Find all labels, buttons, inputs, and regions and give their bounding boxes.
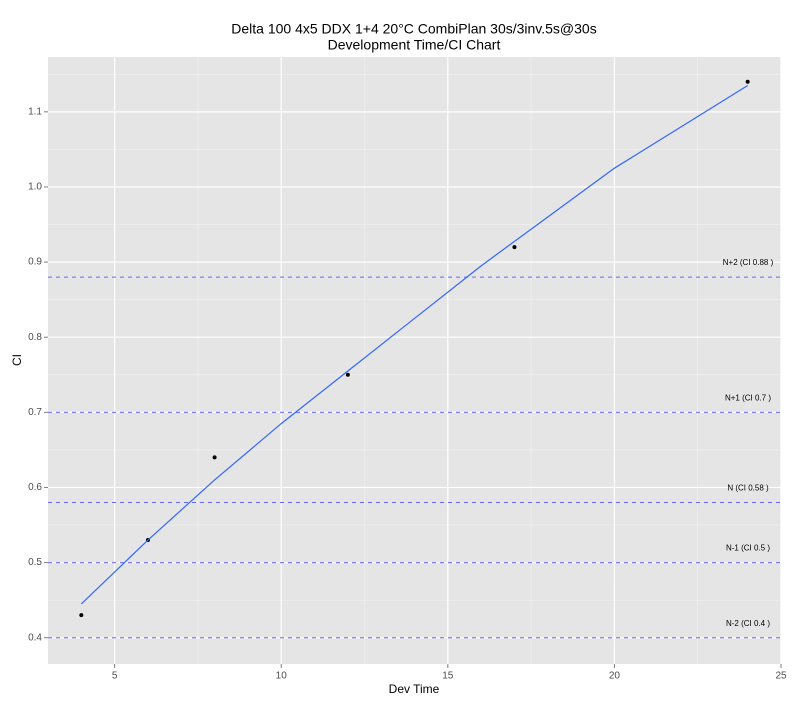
- x-tick-label: 15: [442, 671, 454, 682]
- reference-label: N-1 (CI 0.5 ): [726, 544, 770, 553]
- x-tick-label: 5: [112, 671, 118, 682]
- point: [212, 455, 217, 460]
- point: [745, 79, 750, 84]
- y-axis-label: CI: [10, 354, 24, 366]
- y-tick-label: 0.7: [28, 407, 42, 418]
- x-tick-label: 10: [276, 671, 288, 682]
- reference-label: N-2 (CI 0.4 ): [726, 619, 770, 628]
- point: [79, 613, 84, 618]
- y-tick-label: 0.6: [28, 482, 42, 493]
- y-tick-label: 0.8: [28, 332, 42, 343]
- y-tick-label: 1.0: [28, 182, 42, 193]
- point: [345, 372, 350, 377]
- x-axis-label: Dev Time: [389, 682, 440, 696]
- chart-title: Delta 100 4x5 DDX 1+4 20°C CombiPlan 30s…: [231, 21, 596, 37]
- reference-label: N+2 (CI 0.88 ): [723, 258, 774, 267]
- x-tick-label: 20: [609, 671, 621, 682]
- y-tick-label: 0.5: [28, 557, 42, 568]
- fit-line: [80, 85, 748, 605]
- point: [512, 245, 517, 250]
- y-tick-label: 0.4: [28, 632, 42, 643]
- chart-subtitle: Development Time/CI Chart: [328, 37, 501, 53]
- reference-label: N (CI 0.58 ): [727, 484, 769, 493]
- x-tick-label: 25: [775, 671, 787, 682]
- panel: [48, 57, 781, 664]
- y-tick-label: 1.1: [28, 106, 42, 117]
- y-tick-label: 0.9: [28, 257, 42, 268]
- reference-label: N+1 (CI 0.7 ): [725, 393, 771, 402]
